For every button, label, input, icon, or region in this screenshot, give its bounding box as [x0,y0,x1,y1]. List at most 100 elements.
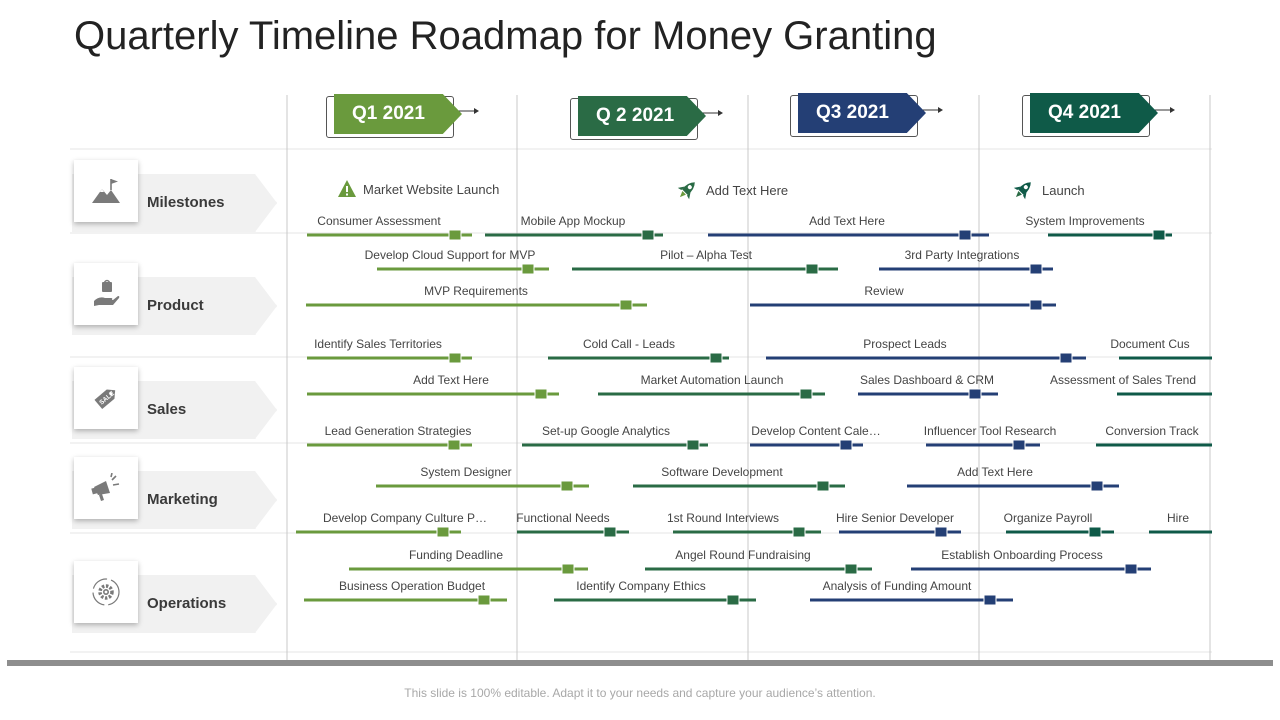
task-bar [377,267,549,271]
task-label: Develop Cloud Support for MVP [365,248,536,262]
task-marker [1012,439,1026,451]
task-bar [307,233,472,237]
task-label: 1st Round Interviews [667,511,779,525]
task-label: Functional Needs [516,511,609,525]
task-bar [879,267,1053,271]
task-marker [619,299,633,311]
gear-cycle-icon [74,561,138,623]
task-bar [548,356,729,360]
milestone-market-website-launch: Market Website Launch [337,179,499,199]
quarter-tag-q1: Q1 2021 [326,92,462,138]
task-marker [603,526,617,538]
task-bar [708,233,989,237]
task-label: Add Text Here [809,214,885,228]
task-marker [1029,263,1043,275]
task-marker [799,388,813,400]
category-product: Product [72,263,277,335]
task-marker [1152,229,1166,241]
task-bar [304,598,507,602]
task-bar [517,530,629,534]
milestone-launch: Launch [1010,177,1085,203]
task-marker [934,526,948,538]
quarter-arrow-head [718,110,723,116]
task-label: Review [864,284,904,298]
task-label: Software Development [661,465,783,479]
task-bar [810,598,1013,602]
task-label: Add Text Here [413,373,489,387]
task-label: Prospect Leads [863,337,946,351]
task-bar [307,392,559,396]
task-label: Identify Company Ethics [576,579,705,593]
task-bar [911,567,1151,571]
task-marker [448,229,462,241]
task-bar [572,267,838,271]
task-marker [641,229,655,241]
task-marker [477,594,491,606]
task-bar [750,443,863,447]
task-bar [307,443,472,447]
task-label: Organize Payroll [1004,511,1093,525]
task-marker [686,439,700,451]
task-bar [1117,392,1212,396]
task-label: Funding Deadline [409,548,503,562]
task-label: Sales Dashboard & CRM [860,373,994,387]
task-bar [306,303,647,307]
task-bar [1119,356,1212,360]
task-label: Consumer Assessment [317,214,441,228]
task-label: Hire [1167,511,1189,525]
category-milestones: Milestones [72,160,277,232]
megaphone-icon [74,457,138,519]
task-bar [376,484,589,488]
task-label: Develop Content Cale… [751,424,880,438]
quarter-tag-q4: Q4 2021 [1022,91,1158,137]
task-marker [1090,480,1104,492]
rocket-icon [1013,182,1031,200]
task-bar [1149,530,1212,534]
task-label: Pilot – Alpha Test [660,248,753,262]
task-marker [1124,563,1138,575]
task-marker [839,439,853,451]
task-label: Identify Sales Territories [314,337,442,351]
task-label: System Designer [420,465,511,479]
quarter-arrow-head [938,107,943,113]
task-bar [858,392,998,396]
footer-note: This slide is 100% editable. Adapt it to… [404,686,876,700]
task-label: MVP Requirements [424,284,528,298]
task-marker [1029,299,1043,311]
task-label: Influencer Tool Research [924,424,1057,438]
quarter-tag-q3: Q3 2021 [790,91,926,137]
task-label: Develop Company Culture P… [323,511,487,525]
task-marker [792,526,806,538]
quarter-tag-q2: Q 2 2021 [570,94,706,140]
task-label: Market Automation Launch [641,373,784,387]
task-bar [349,567,588,571]
task-marker [844,563,858,575]
category-sales: SALE Sales [72,367,277,439]
quarter-arrow-head [1170,107,1175,113]
category-operations: Operations [72,561,277,633]
task-label: Analysis of Funding Amount [823,579,972,593]
task-marker [816,480,830,492]
quarter-arrow-head [474,108,479,114]
task-label: System Improvements [1025,214,1144,228]
task-marker [521,263,535,275]
task-marker [436,526,450,538]
task-marker [983,594,997,606]
task-label: Cold Call - Leads [583,337,675,351]
task-bar [307,356,472,360]
task-label: Angel Round Fundraising [675,548,810,562]
task-marker [968,388,982,400]
mountain-flag-icon [74,160,138,222]
warning-icon [338,180,356,197]
task-bar [296,530,461,534]
task-bar [598,392,825,396]
task-marker [726,594,740,606]
task-bar [839,530,961,534]
milestone-add-text: Add Text Here [674,177,788,203]
task-label: Business Operation Budget [339,579,486,593]
hand-bag-icon [74,263,138,325]
task-label: Hire Senior Developer [836,511,954,525]
task-label: 3rd Party Integrations [905,248,1020,262]
task-bar [926,443,1040,447]
